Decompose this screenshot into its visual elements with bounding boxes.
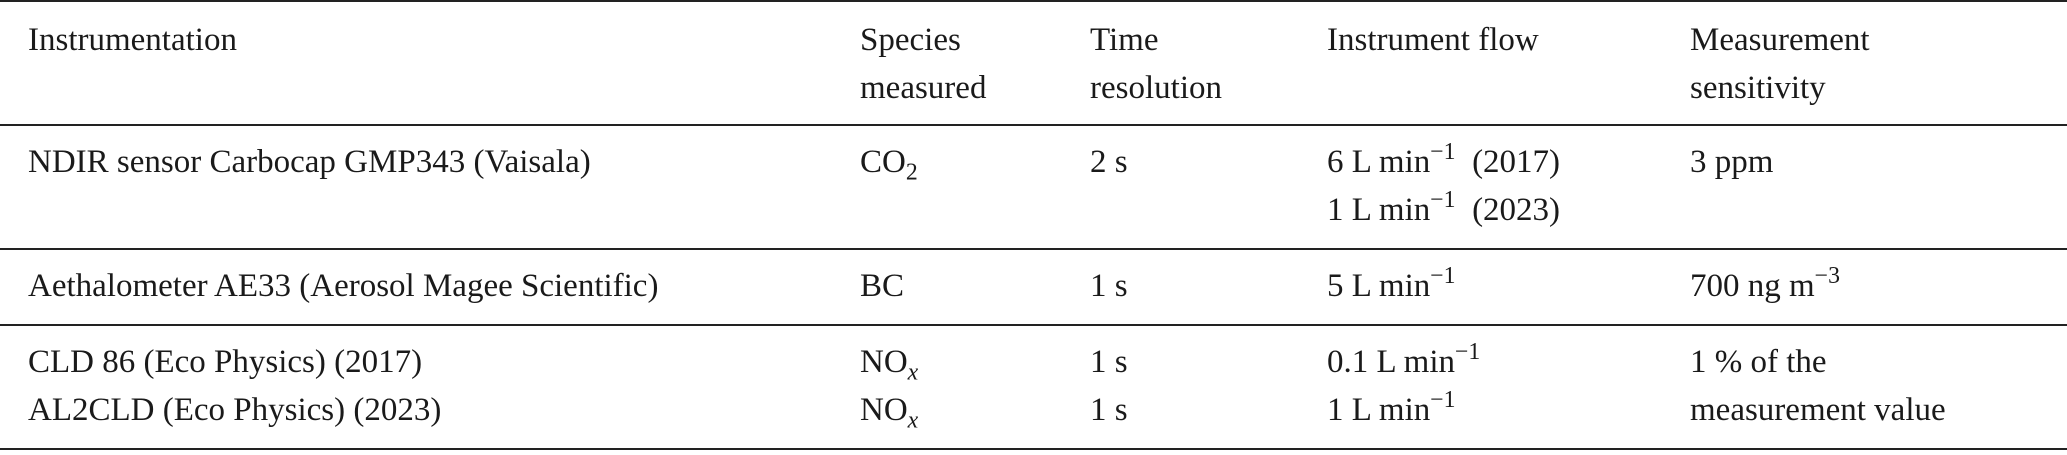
sensitivity-value-text: 700 ng m	[1690, 268, 1815, 304]
flow-value-exponent: −1	[1430, 186, 1456, 213]
species-value: NOx	[860, 338, 1090, 386]
species-value: NOx	[860, 386, 1090, 434]
cell-instrumentation: CLD 86 (Eco Physics) (2017) AL2CLD (Eco P…	[0, 325, 860, 449]
sensitivity-value-text: 1 % of the	[1690, 344, 1827, 380]
sensitivity-value-exponent: −3	[1814, 262, 1840, 289]
cell-instrument-flow: 0.1 L min−1 1 L min−1	[1327, 325, 1690, 449]
flow-value-text: 1 L min	[1327, 392, 1431, 428]
time-value: 1 s	[1090, 268, 1128, 304]
header-species: Species measured	[860, 1, 1090, 125]
header-species-line2: measured	[860, 70, 987, 106]
flow-value: 0.1 L min−1	[1327, 338, 1690, 386]
header-species-line1: Species	[860, 22, 961, 58]
cell-species: NOx NOx	[860, 325, 1090, 449]
time-value: 1 s	[1090, 392, 1128, 428]
cell-instrument-flow: 5 L min−1	[1327, 249, 1690, 325]
flow-value-year: (2023)	[1455, 192, 1561, 228]
species-subscript: x	[907, 407, 919, 434]
flow-value-exponent: −1	[1430, 262, 1456, 289]
species-base: NO	[860, 392, 908, 428]
header-row: Instrumentation Species measured Time re…	[0, 1, 2067, 125]
flow-value: 1 L min−1	[1327, 386, 1690, 434]
table-row: Aethalometer AE33 (Aerosol Magee Scienti…	[0, 249, 2067, 325]
header-instrumentation-text: Instrumentation	[28, 22, 237, 58]
instrument-name: CLD 86 (Eco Physics) (2017)	[28, 344, 423, 380]
species-subscript: 2	[905, 159, 918, 186]
cell-species: CO2	[860, 125, 1090, 249]
header-instrument-flow: Instrument flow	[1327, 1, 1690, 125]
flow-value-text: 0.1 L min	[1327, 344, 1456, 380]
cell-time-resolution: 1 s	[1090, 249, 1327, 325]
flow-value: 1 L min−1 (2023)	[1327, 186, 1690, 234]
header-instrumentation: Instrumentation	[0, 1, 860, 125]
flow-value-exponent: −1	[1430, 386, 1456, 413]
flow-value-text: 6 L min	[1327, 144, 1431, 180]
species-base: NO	[860, 344, 908, 380]
table-header: Instrumentation Species measured Time re…	[0, 1, 2067, 125]
flow-value-text: 5 L min	[1327, 268, 1431, 304]
species-base: BC	[860, 268, 905, 304]
species-value: CO2	[860, 138, 1090, 186]
sensitivity-value-text: 3 ppm	[1690, 144, 1774, 180]
table-body: NDIR sensor Carbocap GMP343 (Vaisala) CO2…	[0, 125, 2067, 449]
cell-measurement-sensitivity: 3 ppm	[1690, 125, 2067, 249]
header-time-line2: resolution	[1090, 70, 1222, 106]
time-value: 1 s	[1090, 344, 1128, 380]
cell-species: BC	[860, 249, 1090, 325]
species-value: BC	[860, 262, 1090, 310]
sensitivity-value: 1 % of the	[1690, 338, 2067, 386]
time-value: 2 s	[1090, 144, 1128, 180]
instrument-name: NDIR sensor Carbocap GMP343 (Vaisala)	[28, 144, 591, 180]
cell-measurement-sensitivity: 1 % of the measurement value	[1690, 325, 2067, 449]
flow-value-exponent: −1	[1455, 338, 1481, 365]
header-measurement-sensitivity: Measurement sensitivity	[1690, 1, 2067, 125]
instrument-name: AL2CLD (Eco Physics) (2023)	[28, 392, 442, 428]
header-time-resolution: Time resolution	[1090, 1, 1327, 125]
header-flow-text: Instrument flow	[1327, 22, 1539, 58]
header-time-line1: Time	[1090, 22, 1159, 58]
header-sens-line1: Measurement	[1690, 22, 1870, 58]
flow-value: 5 L min−1	[1327, 262, 1690, 310]
cell-measurement-sensitivity: 700 ng m−3	[1690, 249, 2067, 325]
sensitivity-value: measurement value	[1690, 386, 2067, 434]
sensitivity-value-text: measurement value	[1690, 392, 1946, 428]
cell-instrumentation: Aethalometer AE33 (Aerosol Magee Scienti…	[0, 249, 860, 325]
species-base: CO	[860, 144, 906, 180]
table-row: NDIR sensor Carbocap GMP343 (Vaisala) CO2…	[0, 125, 2067, 249]
cell-instrument-flow: 6 L min−1 (2017) 1 L min−1 (2023)	[1327, 125, 1690, 249]
flow-value-year: (2017)	[1455, 144, 1561, 180]
instrument-name: Aethalometer AE33 (Aerosol Magee Scienti…	[28, 268, 659, 304]
flow-value: 6 L min−1 (2017)	[1327, 138, 1690, 186]
sensitivity-value: 3 ppm	[1690, 138, 2067, 186]
header-sens-line2: sensitivity	[1690, 70, 1826, 106]
sensitivity-value: 700 ng m−3	[1690, 262, 2067, 310]
table-row: CLD 86 (Eco Physics) (2017) AL2CLD (Eco P…	[0, 325, 2067, 449]
species-subscript: x	[907, 359, 919, 386]
cell-time-resolution: 2 s	[1090, 125, 1327, 249]
flow-value-text: 1 L min	[1327, 192, 1431, 228]
flow-value-exponent: −1	[1430, 138, 1456, 165]
cell-instrumentation: NDIR sensor Carbocap GMP343 (Vaisala)	[0, 125, 860, 249]
